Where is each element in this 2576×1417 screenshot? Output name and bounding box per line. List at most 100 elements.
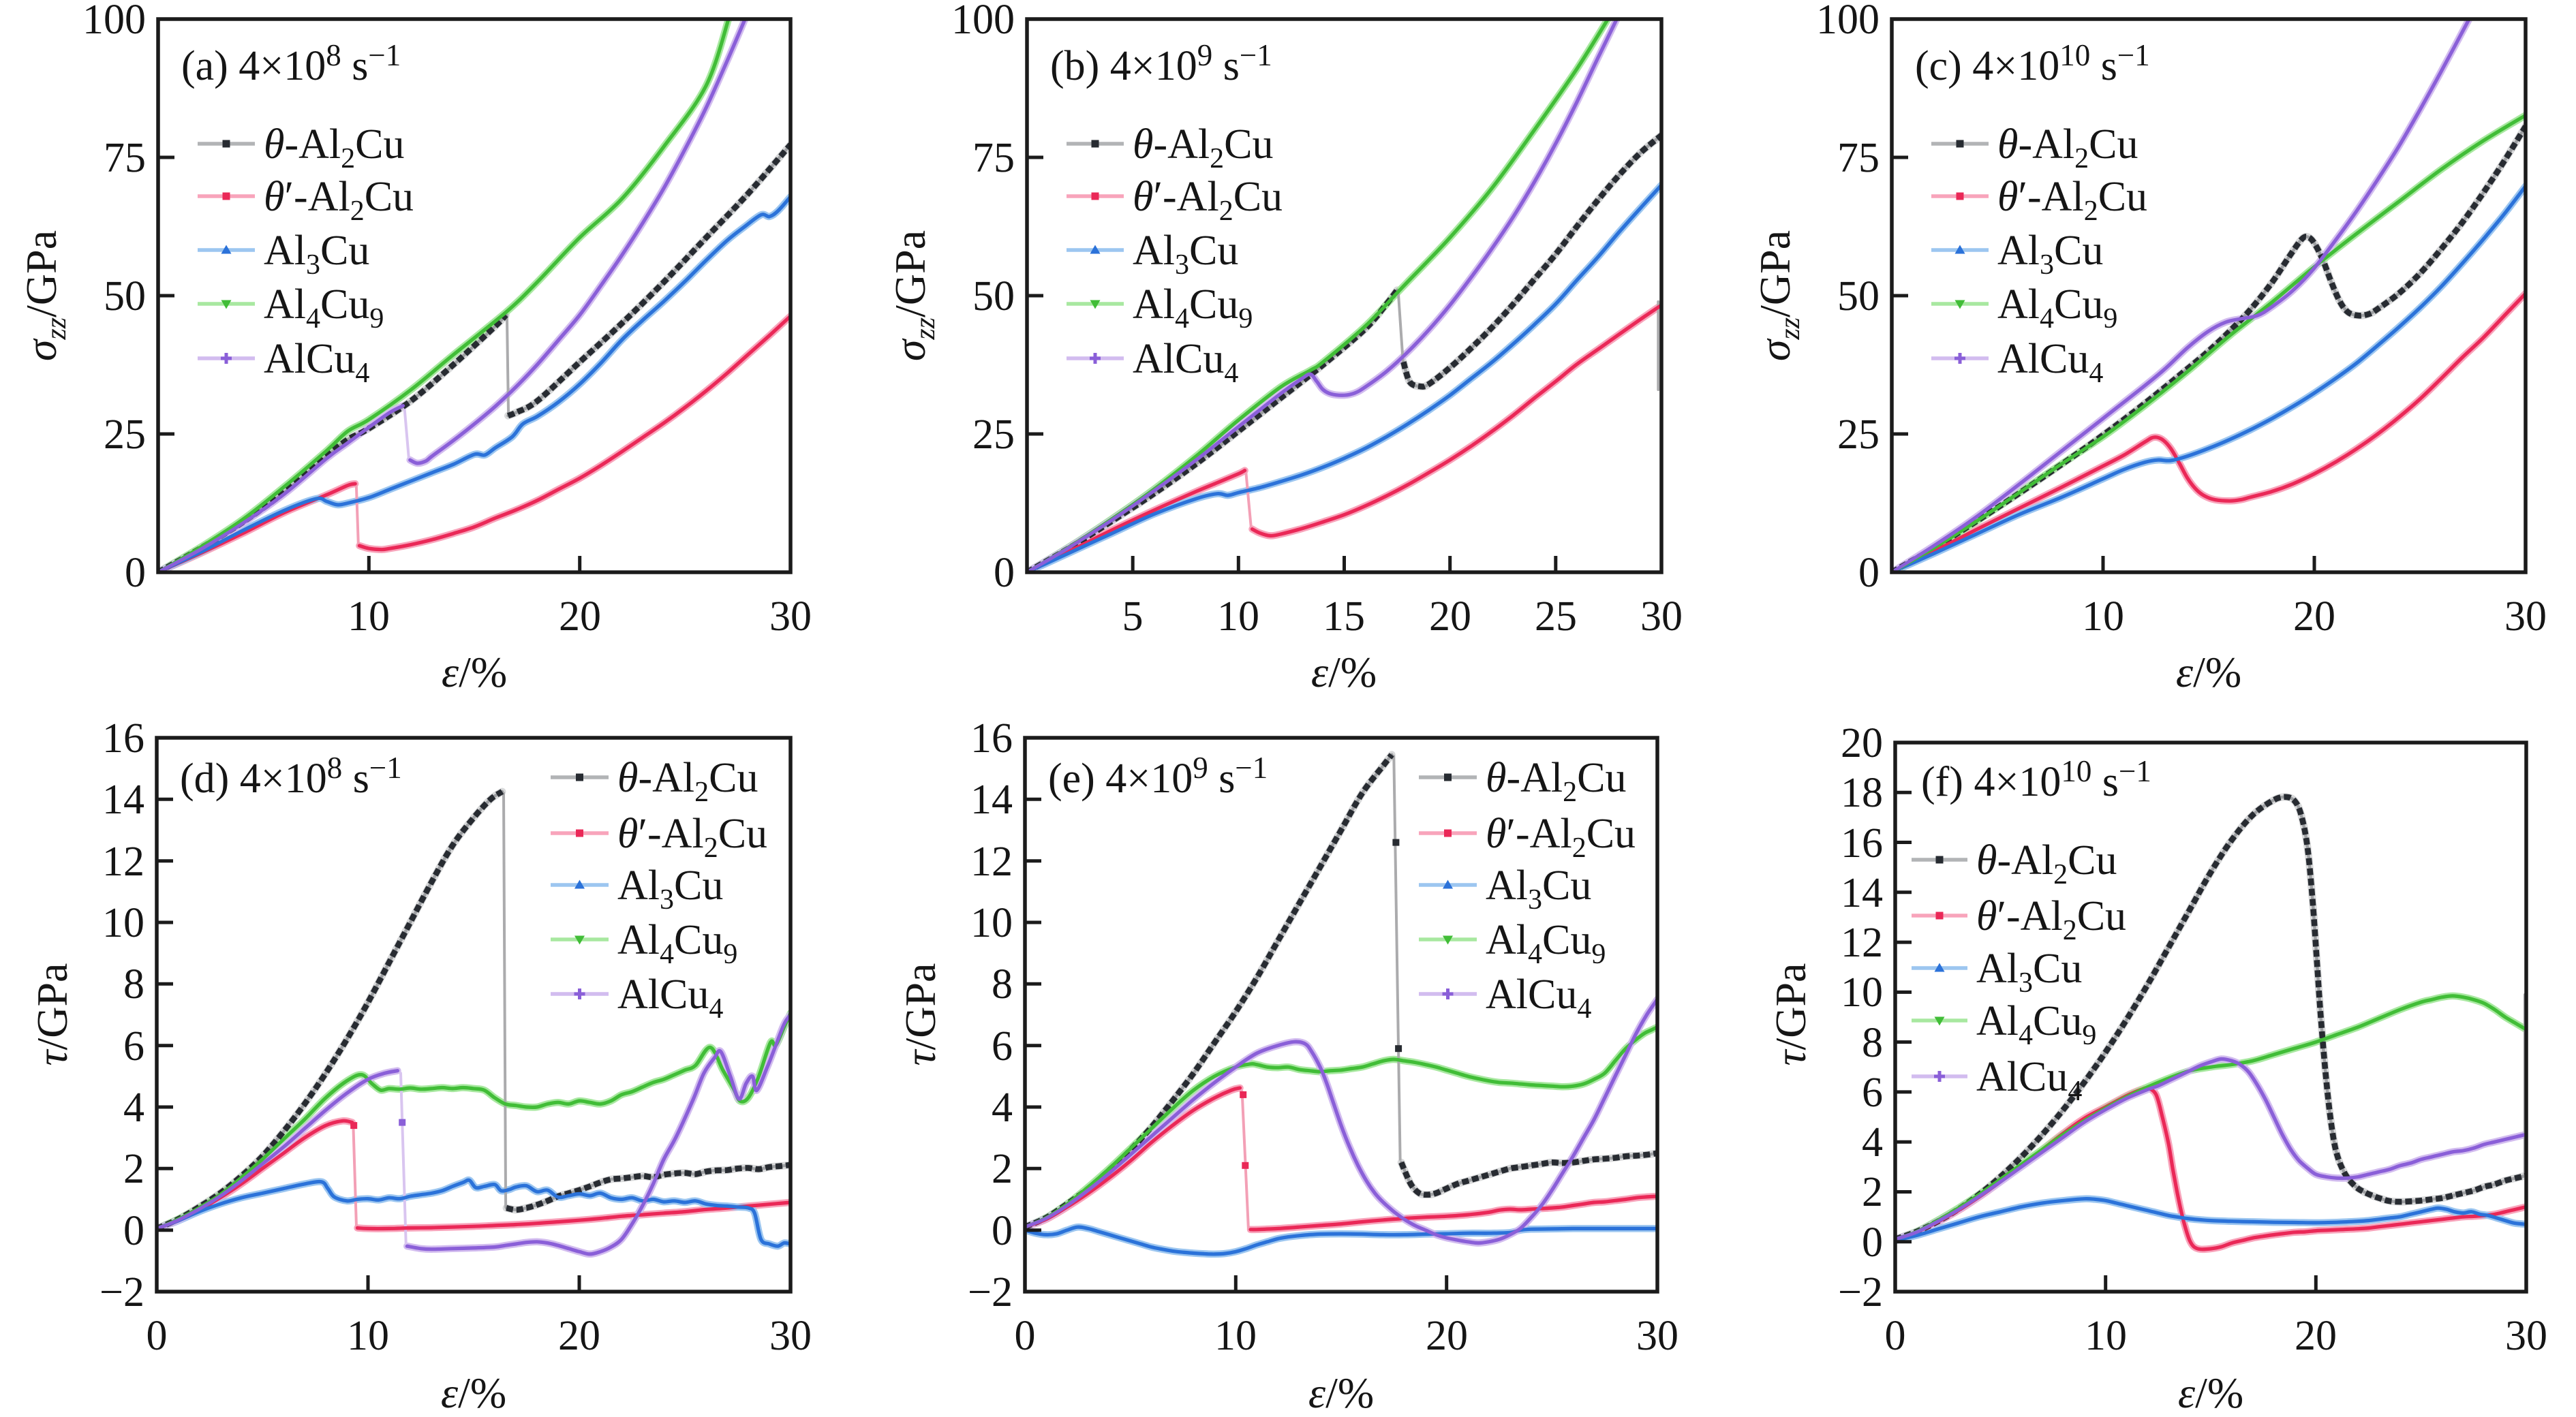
svg-text:(b) 4×109 s−1: (b) 4×109 s−1 — [1050, 38, 1272, 89]
svg-text:σzz/GPa: σzz/GPa — [886, 230, 941, 361]
svg-text:20: 20 — [1841, 720, 1883, 766]
svg-text:20: 20 — [2295, 1313, 2337, 1359]
svg-text:σzz/GPa: σzz/GPa — [17, 230, 72, 361]
svg-text:ε/%: ε/% — [2178, 1369, 2243, 1417]
svg-text:2: 2 — [992, 1146, 1013, 1192]
svg-text:10: 10 — [1217, 593, 1259, 640]
svg-text:30: 30 — [2504, 593, 2547, 640]
svg-text:Al4Cu9: Al4Cu9 — [1976, 998, 2096, 1051]
svg-text:16: 16 — [970, 715, 1013, 762]
svg-text:14: 14 — [102, 777, 144, 823]
svg-text:0: 0 — [1885, 1313, 1906, 1359]
svg-text:0: 0 — [1858, 550, 1880, 596]
svg-text:Al3Cu: Al3Cu — [1486, 862, 1591, 916]
svg-text:0: 0 — [1862, 1219, 1883, 1266]
svg-text:θ′-Al2Cu: θ′-Al2Cu — [1976, 893, 2126, 946]
svg-text:θ-Al2Cu: θ-Al2Cu — [617, 755, 758, 808]
svg-text:AlCu4: AlCu4 — [617, 971, 723, 1025]
svg-text:θ-Al2Cu: θ-Al2Cu — [1976, 837, 2117, 890]
svg-text:30: 30 — [1640, 593, 1683, 640]
svg-text:(c) 4×1010 s−1: (c) 4×1010 s−1 — [1915, 38, 2150, 89]
svg-text:0: 0 — [147, 1313, 168, 1359]
svg-text:18: 18 — [1841, 770, 1883, 816]
svg-text:θ-Al2Cu: θ-Al2Cu — [1486, 755, 1626, 808]
svg-text:75: 75 — [1837, 135, 1880, 181]
svg-text:θ′-Al2Cu: θ′-Al2Cu — [1486, 811, 1636, 864]
svg-text:θ′-Al2Cu: θ′-Al2Cu — [1133, 174, 1283, 227]
svg-text:−2: −2 — [99, 1269, 144, 1315]
svg-text:25: 25 — [972, 411, 1015, 458]
svg-text:Al4Cu9: Al4Cu9 — [1486, 917, 1606, 970]
svg-text:50: 50 — [104, 273, 146, 320]
svg-text:τ/GPa: τ/GPa — [896, 963, 945, 1066]
svg-text:10: 10 — [102, 900, 144, 946]
svg-text:ε/%: ε/% — [442, 648, 507, 696]
svg-text:ε/%: ε/% — [441, 1369, 506, 1417]
svg-text:Al4Cu9: Al4Cu9 — [1133, 281, 1253, 334]
svg-text:50: 50 — [1837, 273, 1880, 320]
svg-text:Al4Cu9: Al4Cu9 — [1997, 281, 2117, 334]
svg-text:10: 10 — [348, 593, 390, 640]
svg-text:12: 12 — [1841, 920, 1883, 966]
svg-text:Al3Cu: Al3Cu — [1997, 228, 2103, 281]
svg-text:ε/%: ε/% — [2176, 648, 2241, 696]
svg-text:θ′-Al2Cu: θ′-Al2Cu — [617, 811, 767, 864]
svg-text:20: 20 — [558, 1313, 600, 1359]
svg-text:(d) 4×108 s−1: (d) 4×108 s−1 — [180, 751, 402, 802]
svg-text:10: 10 — [970, 900, 1013, 946]
svg-text:8: 8 — [123, 961, 144, 1008]
svg-text:12: 12 — [970, 839, 1013, 885]
svg-text:6: 6 — [992, 1023, 1013, 1070]
svg-text:(e) 4×109 s−1: (e) 4×109 s−1 — [1048, 751, 1268, 802]
svg-text:30: 30 — [1636, 1313, 1678, 1359]
svg-text:100: 100 — [951, 0, 1015, 43]
svg-text:25: 25 — [1535, 593, 1577, 640]
svg-text:14: 14 — [970, 777, 1013, 823]
svg-text:50: 50 — [972, 273, 1015, 320]
svg-text:15: 15 — [1323, 593, 1365, 640]
svg-text:30: 30 — [769, 593, 812, 640]
svg-text:10: 10 — [1841, 969, 1883, 1016]
svg-text:AlCu4: AlCu4 — [1997, 336, 2103, 389]
svg-text:σzz/GPa: σzz/GPa — [1751, 230, 1806, 361]
svg-text:θ-Al2Cu: θ-Al2Cu — [1133, 121, 1273, 174]
svg-text:25: 25 — [104, 411, 146, 458]
svg-text:AlCu4: AlCu4 — [1486, 971, 1591, 1025]
svg-text:Al4Cu9: Al4Cu9 — [264, 281, 384, 334]
svg-text:ε/%: ε/% — [1308, 1369, 1374, 1417]
svg-text:4: 4 — [1862, 1119, 1883, 1166]
svg-text:0: 0 — [1015, 1313, 1036, 1359]
svg-text:6: 6 — [1862, 1070, 1883, 1116]
svg-text:0: 0 — [125, 550, 146, 596]
svg-text:Al4Cu9: Al4Cu9 — [617, 917, 737, 970]
svg-text:10: 10 — [1214, 1313, 1257, 1359]
svg-text:−2: −2 — [968, 1269, 1013, 1315]
svg-text:θ-Al2Cu: θ-Al2Cu — [264, 121, 404, 174]
svg-text:(a) 4×108 s−1: (a) 4×108 s−1 — [181, 38, 401, 89]
svg-text:AlCu4: AlCu4 — [1133, 336, 1238, 389]
svg-text:2: 2 — [123, 1146, 144, 1192]
svg-text:75: 75 — [972, 135, 1015, 181]
svg-text:30: 30 — [2505, 1313, 2547, 1359]
svg-text:16: 16 — [102, 715, 144, 762]
svg-text:(f) 4×1010 s−1: (f) 4×1010 s−1 — [1921, 754, 2151, 805]
svg-text:100: 100 — [82, 0, 146, 43]
svg-text:ε/%: ε/% — [1311, 648, 1377, 696]
svg-text:10: 10 — [2082, 593, 2124, 640]
svg-text:0: 0 — [123, 1208, 144, 1254]
svg-text:τ/GPa: τ/GPa — [1766, 963, 1815, 1066]
svg-text:Al3Cu: Al3Cu — [617, 862, 723, 916]
svg-text:AlCu4: AlCu4 — [1976, 1054, 2082, 1107]
svg-text:AlCu4: AlCu4 — [264, 336, 369, 389]
svg-text:5: 5 — [1122, 593, 1144, 640]
svg-text:30: 30 — [769, 1313, 812, 1359]
svg-text:0: 0 — [994, 550, 1015, 596]
svg-text:4: 4 — [123, 1085, 144, 1131]
svg-text:20: 20 — [1429, 593, 1471, 640]
svg-text:20: 20 — [559, 593, 601, 640]
svg-text:6: 6 — [123, 1023, 144, 1070]
svg-text:θ′-Al2Cu: θ′-Al2Cu — [1997, 174, 2147, 227]
svg-text:2: 2 — [1862, 1169, 1883, 1215]
svg-text:τ/GPa: τ/GPa — [28, 963, 76, 1066]
svg-text:0: 0 — [992, 1208, 1013, 1254]
